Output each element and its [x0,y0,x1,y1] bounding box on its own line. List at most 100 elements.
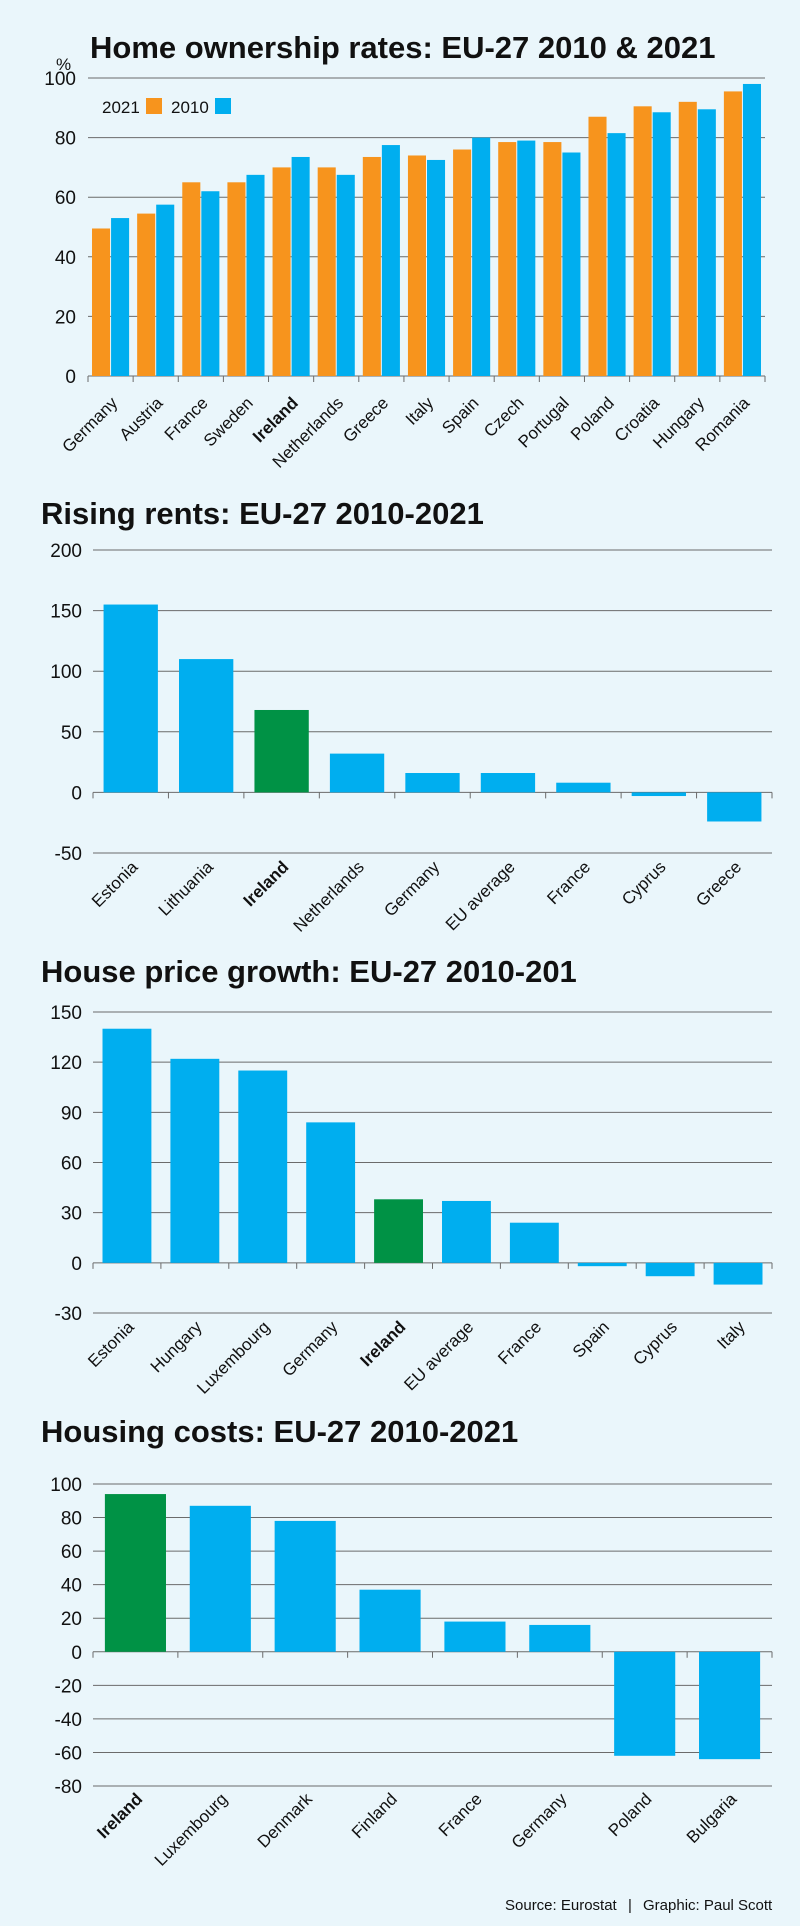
y-tick-label: 100 [44,69,76,90]
y-tick-label: 40 [61,1576,82,1597]
bar-poland [614,1651,676,1756]
bar-sweden-2010 [246,174,265,376]
y-tick-label: 20 [61,1609,82,1630]
bar-germany-2021 [92,228,111,376]
y-tick-label: 50 [61,723,82,744]
y-tick-label: 60 [55,188,76,209]
bar-italy-2021 [407,155,426,376]
ownership-gridlines: 0 20 40 60 80 100 [44,69,766,388]
legend-swatch-2010 [215,98,231,114]
bar-ireland-2021 [272,167,291,376]
legend-label-2021: 2021 [102,98,140,117]
y-tick-label: 120 [50,1053,82,1074]
y-tick-label: 80 [61,1509,82,1530]
bar-germany [306,1122,356,1263]
y-tick-label: 200 [50,541,82,562]
costs-bars [104,1494,761,1760]
bar-romania-2010 [742,83,761,377]
bar-greece-2010 [381,145,400,376]
ownership-bars [92,83,761,377]
bar-france [509,1222,559,1263]
bar-greece-2021 [362,156,381,376]
bar-cyprus [645,1262,695,1277]
y-tick-label: 90 [61,1103,82,1124]
bar-spain-2021 [453,149,472,376]
bar-estonia [103,604,158,793]
y-tick-label: 0 [71,1643,82,1664]
bar-germany [405,773,460,793]
bar-ireland [374,1199,423,1263]
y-tick-label: 150 [50,602,82,623]
bar-croatia-2021 [633,106,652,376]
bar-eu-average [480,773,536,793]
y-tick-label: -40 [55,1710,82,1731]
bar-croatia-2010 [652,112,671,377]
unit-label-percent: % [56,55,71,74]
bar-ireland [254,709,309,793]
bar-germany [529,1624,591,1652]
bar-portugal-2021 [543,142,562,376]
bar-spain [577,1262,627,1267]
bar-austria-2010 [156,204,175,376]
y-tick-label: 20 [55,307,76,328]
y-tick-label: 100 [50,662,82,683]
bar-france-2021 [182,182,201,376]
legend-swatch-2021 [146,98,162,114]
bar-sweden-2021 [227,182,246,376]
y-tick-label: -50 [55,844,82,865]
bar-netherlands-2021 [317,167,336,376]
bar-poland-2021 [588,116,607,377]
ownership-legend: 2021 2010 [102,98,231,117]
bar-italy-2010 [427,159,446,376]
footer-source: Source: Eurostat [505,1897,618,1914]
footer-graphic: Graphic: Paul Scott [643,1897,773,1914]
bar-cyprus [631,792,686,797]
bar-czech-2021 [498,142,517,376]
bar-italy [713,1262,763,1285]
chart-title-prices: House price growth: EU-27 2010-201 [41,954,577,989]
bar-luxembourg [189,1505,251,1652]
bar-netherlands-2010 [336,174,355,376]
chart-title-costs: Housing costs: EU-27 2010-2021 [41,1414,518,1449]
bar-france [444,1621,506,1652]
bar-denmark [274,1520,336,1652]
bar-finland [359,1589,421,1652]
footer-separator: | [628,1897,632,1914]
bar-estonia [102,1028,152,1263]
y-tick-label: -60 [55,1743,82,1764]
bar-czech-2010 [517,140,536,376]
bar-spain-2010 [472,137,491,376]
bar-france-2010 [201,191,220,376]
bar-ireland [104,1494,166,1652]
bar-netherlands [329,753,385,793]
chart-title-rents: Rising rents: EU-27 2010-2021 [41,496,484,531]
legend-label-2010: 2010 [171,98,209,117]
bar-bulgaria [699,1651,761,1760]
y-tick-label: 100 [50,1475,82,1496]
y-tick-label: 60 [61,1542,82,1563]
y-tick-label: 30 [61,1204,82,1225]
bar-hungary [170,1058,220,1263]
y-tick-label: -80 [55,1777,82,1798]
bar-poland-2010 [607,133,626,376]
y-tick-label: 150 [50,1003,82,1024]
bar-lithuania [179,659,234,793]
bar-eu-average [442,1200,491,1263]
bar-hungary-2010 [697,109,716,376]
y-tick-label: 0 [71,1254,82,1275]
bar-romania-2021 [723,91,742,376]
bar-luxembourg [238,1070,288,1263]
y-tick-label: -30 [55,1304,82,1325]
bar-france [556,782,611,793]
bar-greece [707,792,762,822]
bar-austria-2021 [137,213,156,376]
y-tick-label: 0 [71,783,82,804]
bar-hungary-2021 [678,101,697,376]
y-tick-label: 0 [65,367,76,388]
y-tick-label: 60 [61,1154,82,1175]
y-tick-label: -20 [55,1676,82,1697]
bar-portugal-2010 [562,152,581,376]
y-tick-label: 40 [55,248,76,269]
prices-bars [102,1028,763,1285]
bar-germany-2010 [111,218,130,376]
